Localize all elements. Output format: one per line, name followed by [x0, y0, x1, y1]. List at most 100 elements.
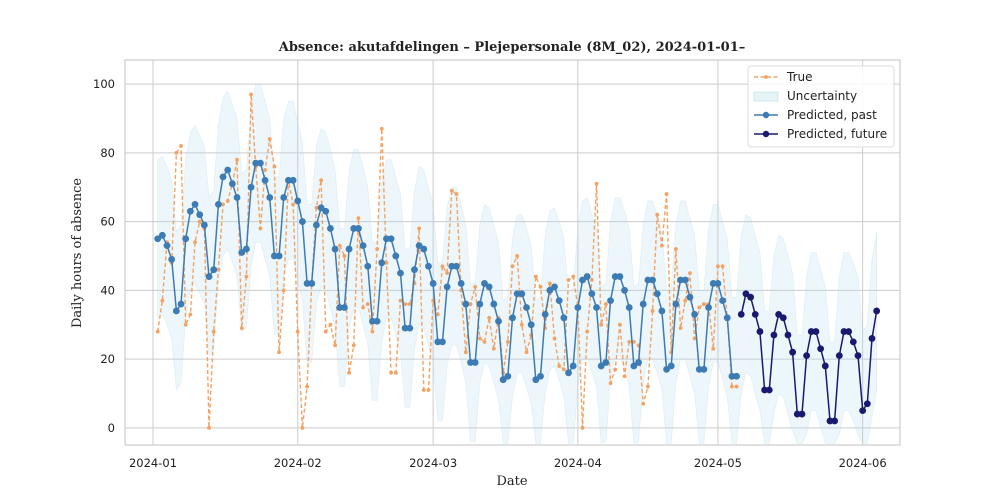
- true-point: [244, 274, 249, 279]
- true-point: [375, 247, 380, 251]
- true-point: [389, 370, 394, 375]
- y-tick-label: 100: [93, 77, 115, 91]
- true-point: [277, 350, 281, 355]
- predicted-past-point: [238, 249, 246, 256]
- predicted-past-point: [583, 273, 591, 280]
- predicted-future-point: [859, 407, 867, 415]
- predicted-past-point: [331, 245, 339, 253]
- true-point: [197, 219, 202, 224]
- legend: True Uncertainty Predicted, past Predicted,…: [747, 65, 895, 148]
- predicted-past-point: [336, 304, 344, 311]
- y-tick-label: 40: [100, 283, 115, 297]
- true-point: [477, 336, 482, 341]
- predicted-future-point: [821, 362, 829, 370]
- predicted-past-point: [495, 317, 502, 325]
- true-point: [627, 339, 632, 344]
- true-point: [221, 202, 225, 207]
- predicted-past-point: [663, 365, 670, 373]
- predicted-past-point: [242, 245, 250, 253]
- predicted-future-point: [798, 410, 806, 418]
- predicted-past-point: [625, 304, 633, 311]
- predicted-past-point: [462, 300, 470, 308]
- predicted-future-point: [747, 293, 755, 301]
- predicted-past-point: [560, 314, 568, 322]
- predicted-past-point: [723, 314, 731, 322]
- plot-frame: [124, 59, 901, 446]
- predicted-past-point: [415, 242, 423, 250]
- predicted-past-point: [611, 273, 619, 280]
- predicted-past-point: [387, 235, 395, 243]
- true-point: [561, 367, 566, 372]
- predicted-past-point: [453, 262, 460, 270]
- true-point: [650, 309, 655, 313]
- predicted-past-point: [355, 225, 362, 232]
- predicted-past-point: [186, 207, 194, 215]
- predicted-past-point: [373, 317, 381, 325]
- true-point: [631, 339, 636, 344]
- true-point: [351, 343, 356, 348]
- predicted-past-point: [579, 276, 586, 284]
- predicted-future-point: [873, 307, 881, 315]
- predicted-future-point: [849, 338, 857, 346]
- true-point: [730, 384, 734, 389]
- true-point: [557, 364, 562, 368]
- x-tick-label: 2024-03: [409, 456, 457, 470]
- true-point: [281, 288, 286, 293]
- predicted-past-point: [443, 283, 451, 291]
- predicted-past-point: [616, 273, 624, 280]
- true-point: [426, 388, 431, 392]
- true-point: [300, 425, 305, 430]
- true-point: [491, 346, 496, 351]
- predicted-past-point: [154, 235, 162, 243]
- predicted-past-point: [672, 300, 680, 308]
- predicted-past-point: [308, 280, 316, 287]
- predicted-future-point: [807, 328, 815, 335]
- predicted-future-point: [742, 290, 750, 298]
- true-point: [393, 370, 398, 375]
- true-point: [622, 374, 627, 379]
- true-point: [678, 326, 683, 331]
- true-point: [566, 278, 571, 282]
- true-point: [193, 240, 197, 245]
- predicted-past-point: [504, 372, 512, 380]
- true-point: [417, 226, 422, 231]
- true-point: [239, 326, 244, 331]
- predicted-future-point: [854, 352, 862, 360]
- predicted-past-point: [658, 307, 666, 315]
- predicted-past-point: [182, 235, 190, 243]
- predicted-past-point: [700, 365, 708, 373]
- predicted-past-point: [630, 362, 638, 370]
- predicted-past-point: [681, 276, 689, 284]
- true-point: [463, 350, 468, 355]
- legend-marker-past: [762, 111, 770, 119]
- predicted-past-point: [224, 166, 232, 174]
- predicted-future-series-layer: [737, 290, 881, 425]
- predicted-past-point: [639, 300, 647, 308]
- true-point: [347, 370, 351, 375]
- true-point: [613, 367, 618, 372]
- predicted-future-point: [803, 352, 811, 360]
- predicted-future-point: [770, 331, 778, 339]
- predicted-future-point: [751, 310, 759, 318]
- predicted-past-point: [280, 194, 288, 201]
- true-point: [379, 126, 384, 131]
- true-point: [398, 298, 403, 303]
- tick-labels: 0 20 40 60 80 100 2024-01 2024-02 2024-03 2024-04…: [93, 77, 887, 470]
- predicted-past-point: [158, 231, 166, 239]
- predicted-past-point: [541, 310, 549, 318]
- predicted-past-point: [177, 300, 185, 308]
- true-point: [589, 278, 594, 282]
- predicted-future-point: [868, 335, 876, 342]
- predicted-past-point: [588, 290, 596, 298]
- true-point: [538, 284, 543, 289]
- predicted-past-point: [168, 255, 176, 263]
- predicted-past-point: [429, 280, 437, 287]
- true-point: [207, 425, 211, 430]
- predicted-past-point: [172, 307, 180, 315]
- predicted-past-point: [233, 194, 241, 201]
- predicted-future-point: [737, 310, 745, 318]
- legend-label: Predicted, future: [787, 127, 887, 141]
- true-point: [225, 199, 230, 203]
- true-point: [645, 384, 650, 389]
